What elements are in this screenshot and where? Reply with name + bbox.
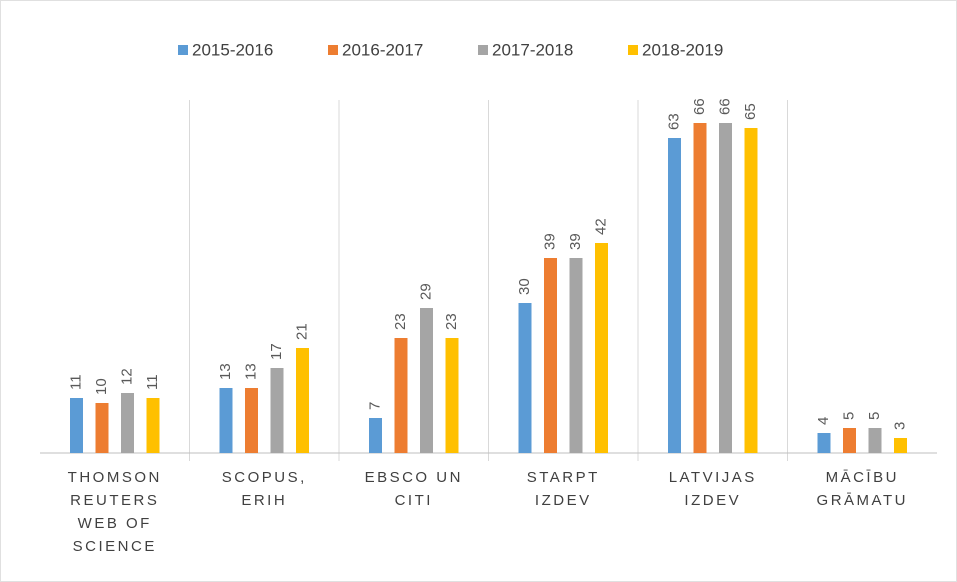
legend-label: 2015-2016	[192, 40, 273, 59]
x-tick-label: EBSCO UN CITI	[364, 469, 463, 509]
data-label: 13	[242, 363, 259, 380]
x-tick-label: MĀCĪBU GRĀMATU	[816, 469, 908, 509]
data-label: 3	[891, 422, 908, 430]
bar	[219, 388, 233, 453]
legend-swatch	[178, 45, 188, 55]
bar	[270, 368, 284, 453]
data-label: 29	[417, 283, 434, 300]
bar	[544, 258, 557, 453]
bar	[719, 123, 732, 453]
bar	[569, 258, 583, 453]
bar	[595, 243, 608, 453]
bar	[296, 348, 309, 453]
bar	[894, 438, 907, 453]
bar	[369, 418, 382, 453]
data-label: 12	[118, 368, 135, 385]
data-label: 7	[366, 402, 383, 410]
data-label: 30	[516, 278, 533, 295]
data-label: 23	[392, 313, 409, 330]
data-label: 4	[815, 417, 832, 425]
data-label: 10	[93, 378, 110, 395]
legend-swatch	[328, 45, 338, 55]
data-label: 66	[716, 98, 733, 115]
bar	[445, 338, 459, 453]
data-label: 13	[217, 363, 234, 380]
bar	[668, 138, 681, 453]
bar	[70, 398, 83, 453]
data-label: 65	[742, 103, 759, 120]
bar	[146, 398, 160, 453]
data-label: 63	[665, 113, 682, 130]
bar	[868, 428, 882, 453]
data-label: 17	[268, 343, 285, 360]
bar	[518, 303, 532, 453]
bar	[420, 308, 433, 453]
data-label: 11	[67, 374, 84, 390]
bar	[843, 428, 856, 453]
data-label: 5	[840, 412, 857, 420]
legend-label: 2016-2017	[342, 40, 423, 59]
data-label: 21	[293, 323, 310, 340]
bar	[121, 393, 134, 453]
data-label: 5	[866, 412, 883, 420]
x-tick-label: SCOPUS, ERIH	[221, 469, 307, 509]
legend-label: 2017-2018	[492, 40, 573, 59]
data-label: 42	[592, 218, 609, 235]
x-tick-label: STARPT IZDEV	[526, 469, 600, 509]
legend-swatch	[478, 45, 488, 55]
data-label: 39	[567, 233, 584, 250]
bar	[245, 388, 258, 453]
legend-swatch	[628, 45, 638, 55]
bar	[817, 433, 831, 453]
bar	[394, 338, 408, 453]
bar	[744, 128, 758, 453]
data-label: 23	[443, 313, 460, 330]
legend-label: 2018-2019	[642, 40, 723, 59]
data-label: 66	[691, 98, 708, 115]
data-label: 39	[541, 233, 558, 250]
data-label: 11	[144, 374, 161, 390]
bar	[95, 403, 109, 453]
x-tick-label: THOMSON REUTERS WEB OF SCIENCE	[67, 469, 162, 555]
bar	[693, 123, 707, 453]
x-tick-label: LATVIJAS IZDEV	[668, 469, 757, 509]
